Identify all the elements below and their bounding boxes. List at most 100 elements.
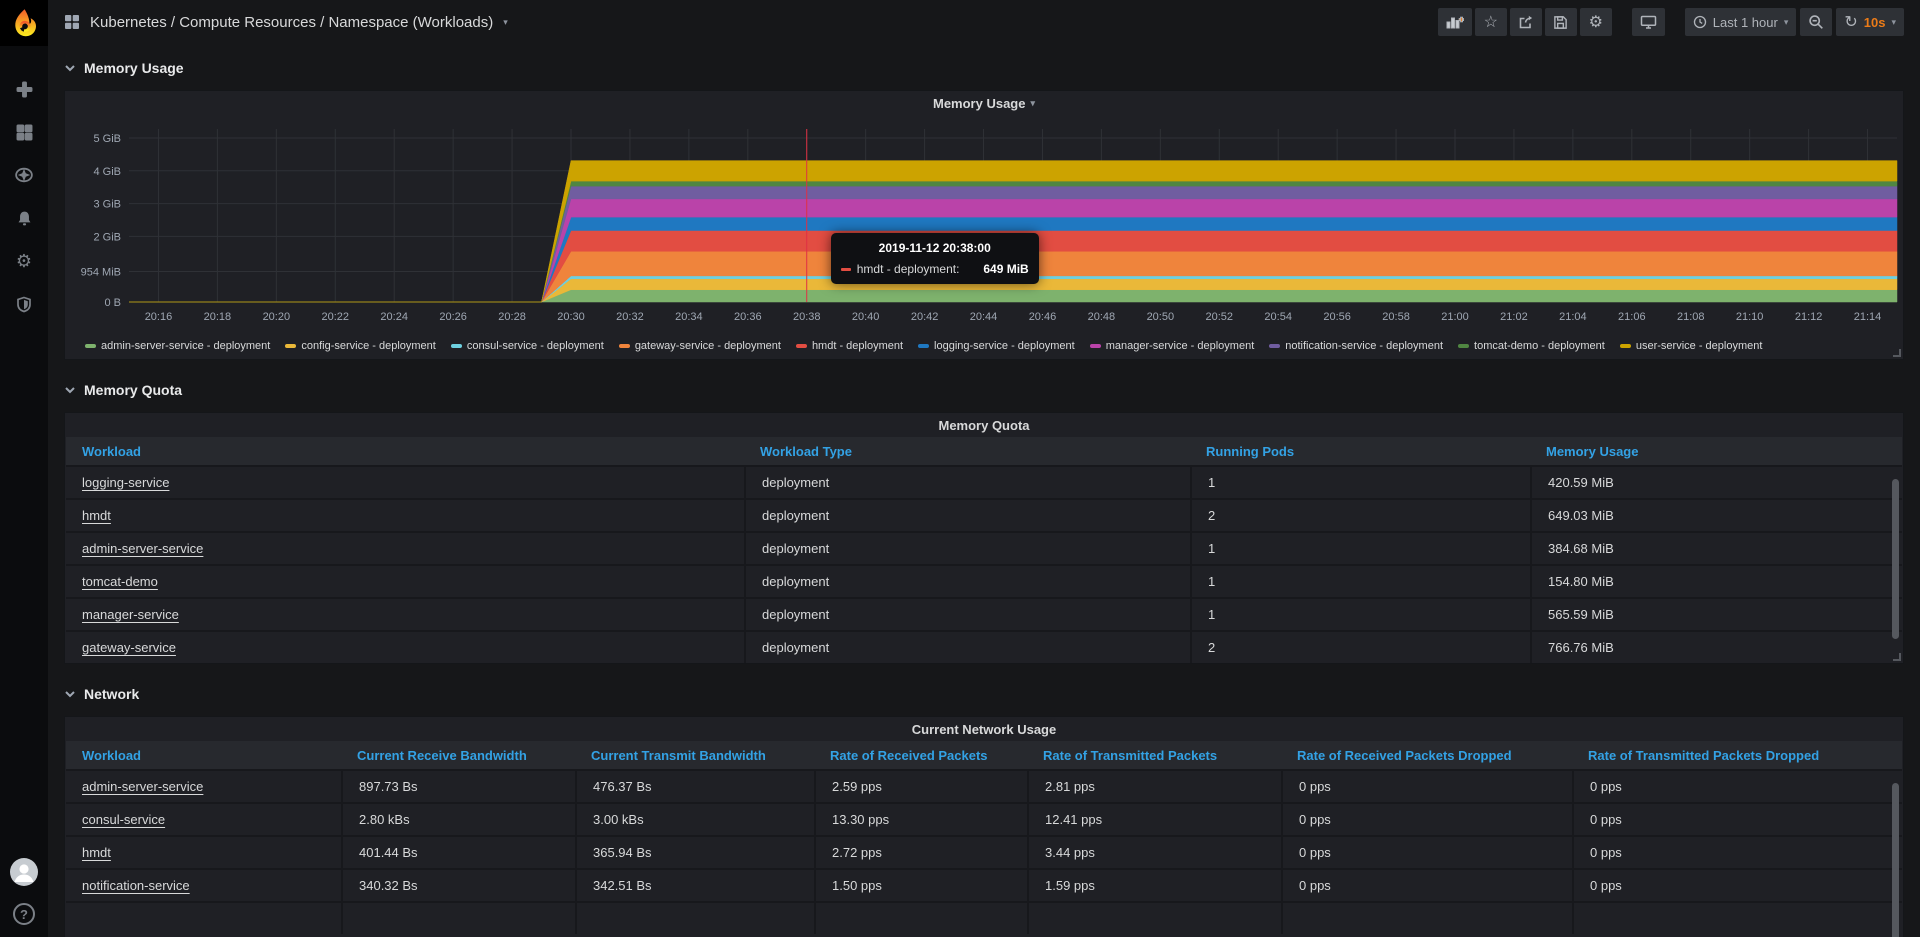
value-cell: deployment <box>744 632 1190 663</box>
chevron-down-icon: ▾ <box>1891 16 1896 27</box>
user-avatar[interactable] <box>9 857 39 887</box>
scrollbar-thumb[interactable] <box>1892 783 1899 937</box>
star-dashboard-button[interactable]: ☆ <box>1474 8 1507 36</box>
legend-item[interactable]: consul-service - deployment <box>450 340 604 352</box>
value-cell <box>814 903 1027 934</box>
sidebar-item-alerting[interactable] <box>9 207 39 229</box>
workload-link[interactable]: admin-server-service <box>82 779 204 794</box>
panel-title-memory-quota[interactable]: Memory Quota <box>65 413 1903 437</box>
dashboard-settings-button[interactable]: ⚙ <box>1579 8 1612 36</box>
workload-link[interactable]: gateway-service <box>82 640 176 655</box>
grafana-logo[interactable] <box>0 0 48 46</box>
zoom-out-button[interactable] <box>1800 8 1833 36</box>
column-header[interactable]: Workload Type <box>760 443 852 459</box>
workload-cell: gateway-service <box>66 632 744 663</box>
workload-link[interactable]: tomcat-demo <box>82 574 158 589</box>
x-axis-tick: 20:22 <box>322 311 350 323</box>
value-cell: 1.50 pps <box>814 870 1027 901</box>
table-row: notification-service 340.32 Bs 342.51 Bs 1.… <box>66 868 1902 901</box>
column-header[interactable]: Memory Usage <box>1546 443 1639 459</box>
workload-link[interactable]: admin-server-service <box>82 541 204 556</box>
value-cell: 0 pps <box>1572 804 1882 835</box>
legend-item[interactable]: user-service - deployment <box>1619 340 1763 352</box>
value-cell: 12.41 pps <box>1027 804 1281 835</box>
sidebar-item-configuration[interactable]: ⚙ <box>9 250 39 272</box>
add-panel-icon <box>1446 16 1464 29</box>
help-icon[interactable]: ? <box>13 903 35 925</box>
column-header[interactable]: Current Transmit Bandwidth <box>591 747 766 763</box>
y-axis-tick: 5 GiB <box>93 133 121 145</box>
workload-link[interactable]: manager-service <box>82 607 179 622</box>
column-header[interactable]: Workload <box>82 747 141 763</box>
memory-quota-table: Workload Workload Type Running Pods Memory … <box>65 437 1903 663</box>
x-axis-tick: 20:58 <box>1382 311 1410 323</box>
column-header[interactable]: Rate of Transmitted Packets <box>1043 747 1218 763</box>
x-axis-tick: 20:16 <box>145 311 173 323</box>
grafana-flame-icon <box>15 9 36 37</box>
chevron-down-icon <box>65 65 75 72</box>
legend-item[interactable]: config-service - deployment <box>285 340 436 352</box>
legend-item[interactable]: tomcat-demo - deployment <box>1458 340 1605 352</box>
legend-item[interactable]: manager-service - deployment <box>1089 340 1255 352</box>
legend-color-dash <box>918 344 930 348</box>
refresh-picker[interactable]: ↻ 10s ▾ <box>1836 8 1904 36</box>
value-cell: 2.59 pps <box>814 771 1027 802</box>
panel-title-text: Current Network Usage <box>911 721 1057 737</box>
memory-usage-chart[interactable]: 0 B 954 MiB 2 GiB 3 GiB 4 GiB 5 GiB 20:16 20:18… <box>65 115 1903 333</box>
value-cell: 2.72 pps <box>814 837 1027 868</box>
share-dashboard-button[interactable] <box>1509 8 1542 36</box>
x-axis-tick: 20:52 <box>1206 311 1234 323</box>
legend-label: hmdt - deployment <box>811 340 904 352</box>
value-cell <box>66 903 341 934</box>
table-header-row: Workload Workload Type Running Pods Memory … <box>66 437 1902 465</box>
table-row: admin-server-service deployment 1 384.68 Mi… <box>66 531 1902 564</box>
legend-label: user-service - deployment <box>1635 340 1763 352</box>
value-cell: deployment <box>744 533 1190 564</box>
add-panel-button[interactable] <box>1437 8 1472 36</box>
memory-quota-panel: Memory Quota Workload Workload Type Runnin… <box>64 412 1904 664</box>
column-header[interactable]: Rate of Received Packets <box>830 747 988 763</box>
dashboard-title-dropdown[interactable]: Kubernetes / Compute Resources / Namespa… <box>64 14 508 31</box>
column-header[interactable]: Workload <box>82 443 141 459</box>
section-header-memory-usage[interactable]: Memory Usage <box>64 52 1904 84</box>
workload-link[interactable]: hmdt <box>82 845 111 860</box>
value-cell: 2 <box>1190 500 1530 531</box>
x-axis-tick: 20:20 <box>263 311 291 323</box>
x-axis-tick: 21:14 <box>1854 311 1882 323</box>
share-icon <box>1519 15 1532 29</box>
workload-link[interactable]: logging-service <box>82 475 170 490</box>
workload-link[interactable]: consul-service <box>82 812 166 827</box>
legend-item[interactable]: gateway-service - deployment <box>618 340 781 352</box>
sidebar-item-server-admin[interactable] <box>9 293 39 315</box>
sidebar-item-dashboards[interactable] <box>9 121 39 143</box>
x-axis-tick: 20:24 <box>380 311 408 323</box>
time-range-picker[interactable]: Last 1 hour ▾ <box>1684 8 1797 36</box>
legend-item[interactable]: hmdt - deployment <box>795 340 904 352</box>
column-header[interactable]: Rate of Received Packets Dropped <box>1297 747 1512 763</box>
column-header[interactable]: Rate of Transmitted Packets Dropped <box>1588 747 1820 763</box>
gear-icon: ⚙ <box>15 251 33 271</box>
legend-item[interactable]: logging-service - deployment <box>918 340 1075 352</box>
sidebar: ⚙ ? <box>0 0 48 937</box>
column-header[interactable]: Running Pods <box>1206 443 1295 459</box>
cycle-view-mode-button[interactable] <box>1631 8 1665 36</box>
value-cell: 13.30 pps <box>814 804 1027 835</box>
save-dashboard-button[interactable] <box>1544 8 1577 36</box>
value-cell: 0 pps <box>1572 837 1882 868</box>
sidebar-item-create[interactable] <box>9 78 39 100</box>
network-table: Workload Current Receive Bandwidth Current… <box>65 741 1903 934</box>
panel-title-network[interactable]: Current Network Usage <box>65 717 1903 741</box>
column-header[interactable]: Current Receive Bandwidth <box>357 747 527 763</box>
legend-label: manager-service - deployment <box>1105 340 1255 352</box>
workload-link[interactable]: hmdt <box>82 508 111 523</box>
section-header-network[interactable]: Network <box>64 678 1904 710</box>
legend-item[interactable]: notification-service - deployment <box>1269 340 1443 352</box>
legend-item[interactable]: admin-server-service - deployment <box>85 340 270 352</box>
section-header-memory-quota[interactable]: Memory Quota <box>64 374 1904 406</box>
panel-title-memory-usage[interactable]: Memory Usage ▾ <box>65 91 1903 115</box>
x-axis-tick: 21:06 <box>1618 311 1646 323</box>
sidebar-item-explore[interactable] <box>9 164 39 186</box>
workload-link[interactable]: notification-service <box>82 878 190 893</box>
workload-cell: logging-service <box>66 467 744 498</box>
scrollbar-thumb[interactable] <box>1892 479 1899 639</box>
